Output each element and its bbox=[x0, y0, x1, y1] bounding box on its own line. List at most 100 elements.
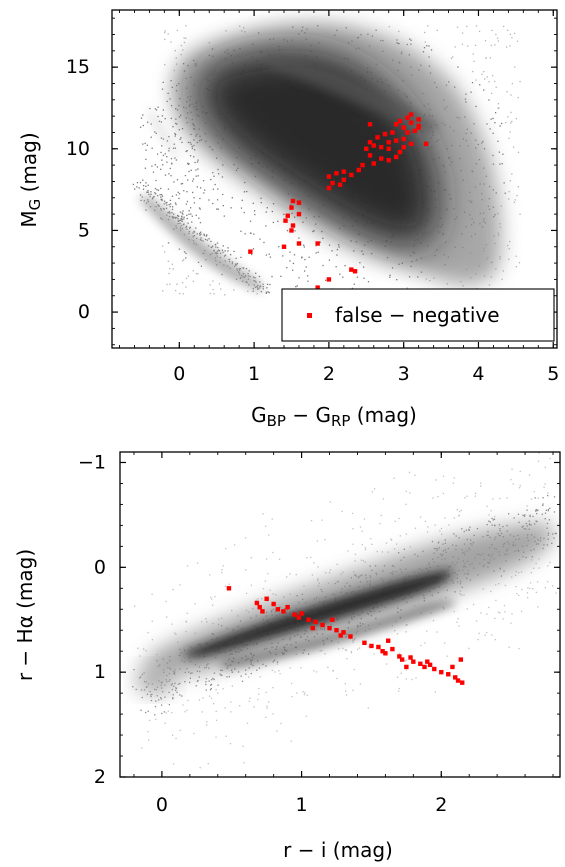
hacolour-speck bbox=[172, 697, 174, 699]
hacolour-speck bbox=[488, 606, 490, 609]
cmd-speck bbox=[203, 192, 205, 194]
cmd-speck bbox=[497, 140, 499, 142]
cmd-speck bbox=[509, 45, 511, 47]
hacolour-speck bbox=[154, 705, 157, 708]
cmd-speck bbox=[484, 78, 486, 80]
cmd-speck bbox=[161, 195, 164, 197]
cmd-speck bbox=[172, 147, 175, 149]
hacolour-point-10 bbox=[299, 611, 304, 616]
hacolour-speck bbox=[486, 613, 488, 615]
cmd-speck bbox=[210, 240, 212, 243]
hacolour-speck bbox=[475, 620, 478, 622]
hacolour-speck bbox=[548, 519, 551, 521]
cmd-speck bbox=[217, 173, 220, 175]
cmd-speck bbox=[229, 253, 232, 256]
cmd-speck bbox=[168, 211, 171, 213]
cmd-speck bbox=[193, 139, 195, 141]
cmd-speck bbox=[462, 285, 464, 287]
hacolour-speck bbox=[265, 665, 267, 667]
hacolour-speck bbox=[336, 677, 338, 680]
cmd-speck bbox=[164, 38, 166, 41]
cmd-speck bbox=[227, 247, 229, 249]
cmd-point-37 bbox=[401, 136, 406, 142]
cmd-point-17 bbox=[330, 180, 335, 186]
hacolour-speck bbox=[160, 698, 163, 700]
hacolour-speck bbox=[561, 549, 562, 550]
cmd-speck bbox=[188, 227, 191, 229]
cmd-speck bbox=[197, 273, 199, 275]
cmd-speck bbox=[486, 76, 488, 78]
cmd-speck bbox=[148, 193, 150, 195]
cmd-speck bbox=[183, 190, 185, 192]
cmd-speck bbox=[205, 235, 208, 237]
hacolour-speck bbox=[440, 527, 443, 530]
cmd-speck bbox=[221, 176, 224, 178]
hacolour-point-27 bbox=[397, 654, 402, 659]
hacolour-speck bbox=[530, 559, 533, 561]
cmd-speck bbox=[505, 121, 507, 124]
cmd-speck bbox=[174, 216, 176, 219]
cmd-point-10 bbox=[283, 218, 288, 223]
hacolour-speck bbox=[354, 560, 356, 562]
hacolour-false-negative-points bbox=[226, 586, 465, 685]
cmd-speck bbox=[266, 207, 268, 209]
hacolour-speck bbox=[206, 721, 208, 723]
hacolour-speck bbox=[289, 573, 291, 575]
hacolour-speck bbox=[494, 617, 496, 620]
cmd-speck bbox=[271, 275, 273, 278]
cmd-speck bbox=[212, 202, 214, 205]
cmd-speck bbox=[159, 193, 161, 196]
hacolour-speck bbox=[279, 673, 281, 675]
cmd-speck bbox=[204, 238, 207, 241]
hacolour-speck bbox=[469, 526, 471, 528]
cmd-speck bbox=[181, 220, 183, 222]
hacolour-speck bbox=[249, 697, 251, 699]
cmd-speck bbox=[173, 69, 175, 72]
hacolour-speck bbox=[393, 477, 395, 480]
hacolour-speck bbox=[526, 505, 528, 507]
cmd-speck bbox=[194, 161, 196, 164]
hacolour-point-45 bbox=[296, 615, 301, 620]
cmd-speck bbox=[199, 187, 202, 189]
hacolour-point-9 bbox=[292, 612, 297, 617]
hacolour-speck bbox=[150, 699, 153, 702]
cmd-speck bbox=[265, 211, 267, 213]
hacolour-speck bbox=[549, 457, 551, 460]
cmd-white-dwarf-band-2 bbox=[148, 109, 180, 160]
hacolour-speck bbox=[498, 583, 500, 585]
cmd-speck bbox=[173, 216, 175, 218]
cmd-speck bbox=[298, 237, 300, 239]
cmd-speck bbox=[356, 276, 358, 278]
cmd-speck bbox=[161, 88, 164, 90]
hacolour-speck bbox=[222, 688, 224, 690]
hacolour-point-3 bbox=[260, 609, 265, 614]
cmd-speck bbox=[196, 186, 198, 188]
cmd-speck bbox=[183, 41, 186, 44]
cmd-speck bbox=[160, 121, 163, 123]
cmd-speck bbox=[509, 33, 511, 35]
cmd-speck bbox=[180, 219, 182, 222]
cmd-speck bbox=[472, 53, 474, 55]
hacolour-speck bbox=[289, 667, 291, 669]
hacolour-speck bbox=[499, 497, 501, 500]
cmd-speck bbox=[216, 250, 219, 252]
cmd-speck bbox=[146, 144, 149, 146]
cmd-speck bbox=[177, 218, 179, 220]
cmd-speck bbox=[197, 159, 199, 161]
hacolour-speck bbox=[205, 683, 207, 686]
cmd-speck bbox=[185, 277, 188, 280]
hacolour-speck bbox=[491, 634, 493, 636]
cmd-speck bbox=[176, 283, 178, 285]
cmd-speck bbox=[203, 234, 206, 237]
cmd-speck bbox=[428, 45, 430, 47]
cmd-speck bbox=[206, 234, 208, 236]
cmd-speck bbox=[175, 122, 177, 125]
cmd-speck bbox=[315, 252, 317, 254]
hacolour-speck bbox=[463, 530, 465, 533]
hacolour-speck bbox=[222, 565, 224, 567]
hacolour-speck bbox=[361, 530, 363, 532]
cmd-speck bbox=[304, 258, 306, 261]
hacolour-speck bbox=[517, 443, 518, 444]
hacolour-speck bbox=[553, 537, 555, 539]
cmd-speck bbox=[175, 63, 178, 65]
